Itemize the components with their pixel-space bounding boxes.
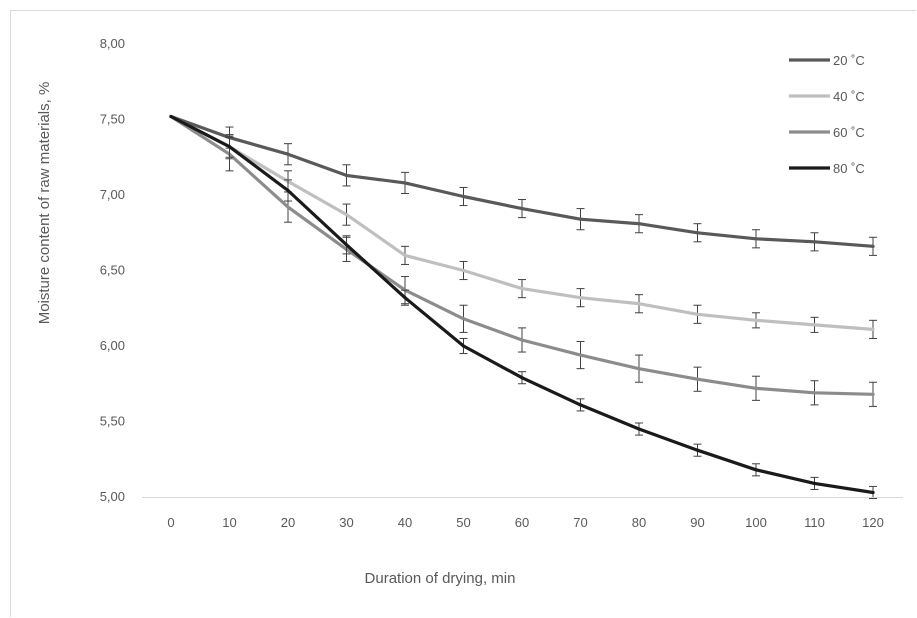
data-point (871, 244, 875, 248)
x-tick-label: 10 (222, 515, 236, 530)
series-group (169, 114, 877, 500)
y-tick-label: 8,00 (100, 36, 125, 51)
data-point (403, 296, 407, 300)
data-point (461, 268, 466, 273)
data-point (578, 353, 583, 357)
data-point (754, 386, 758, 390)
data-point (578, 217, 583, 221)
x-tick-label: 0 (167, 515, 174, 530)
data-point (812, 240, 817, 244)
x-tick-label: 80 (632, 515, 646, 530)
data-point (520, 287, 524, 291)
data-point (871, 327, 875, 331)
data-point (520, 376, 524, 380)
y-tick-label: 6,00 (100, 338, 125, 353)
x-tick-label: 40 (398, 515, 412, 530)
data-point (695, 448, 700, 452)
x-tick-label: 50 (456, 515, 470, 530)
legend: 20 ˚C 40 ˚C 60 ˚C 80 ˚C (789, 53, 865, 176)
x-tick-label: 60 (515, 515, 529, 530)
legend-label: 60 ˚C (833, 125, 865, 140)
data-point (344, 243, 349, 247)
data-point (695, 377, 700, 381)
data-point (754, 318, 758, 322)
data-point (812, 391, 817, 395)
x-axis-title: Duration of drying, min (365, 570, 516, 587)
data-point (461, 194, 466, 199)
data-point (286, 188, 290, 193)
data-point (344, 213, 349, 217)
data-point (578, 296, 583, 300)
data-point (695, 312, 700, 316)
series-line (169, 114, 875, 396)
data-point (695, 231, 700, 235)
y-tick-label: 6,50 (100, 263, 125, 278)
data-point (754, 237, 758, 241)
x-tick-label: 90 (690, 515, 704, 530)
data-point (344, 173, 349, 177)
legend-label: 20 ˚C (833, 53, 865, 68)
data-point (286, 205, 290, 209)
data-point (754, 468, 758, 472)
data-point (578, 403, 583, 407)
x-tick-label: 20 (281, 515, 295, 530)
data-point (169, 114, 173, 119)
x-tick-label: 70 (573, 515, 587, 530)
data-point (637, 222, 641, 226)
series-group (169, 114, 877, 339)
series-group (169, 114, 877, 256)
data-point (461, 344, 466, 348)
x-tick-label: 30 (339, 515, 353, 530)
data-point (227, 145, 232, 149)
data-point (637, 427, 641, 431)
series-group (169, 114, 877, 407)
data-point (812, 481, 817, 486)
data-point (637, 367, 641, 371)
x-tick-label: 120 (862, 515, 884, 530)
x-tick-label: 100 (745, 515, 767, 530)
plot-area (169, 114, 877, 500)
x-tick-labels: 0 10 20 30 40 50 60 70 80 90 100 110 120 (167, 515, 883, 530)
legend-label: 40 ˚C (833, 89, 865, 104)
y-tick-labels: 8,00 7,50 7,00 6,50 6,00 5,50 5,00 (100, 36, 125, 504)
y-tick-label: 7,00 (100, 187, 125, 202)
data-point (520, 338, 524, 342)
y-tick-label: 5,50 (100, 414, 125, 429)
legend-label: 80 ˚C (833, 161, 865, 176)
y-tick-label: 7,50 (100, 112, 125, 127)
data-point (520, 206, 524, 211)
data-point (812, 323, 817, 327)
data-point (403, 181, 407, 185)
data-point (871, 490, 875, 495)
data-point (871, 392, 875, 396)
data-point (403, 253, 407, 257)
y-tick-label: 5,00 (100, 489, 125, 504)
y-axis-title: Moisture content of raw materials, % (36, 82, 53, 325)
data-point (461, 317, 466, 321)
x-tick-label: 110 (804, 515, 825, 530)
data-point (637, 302, 641, 306)
data-point (286, 152, 290, 156)
